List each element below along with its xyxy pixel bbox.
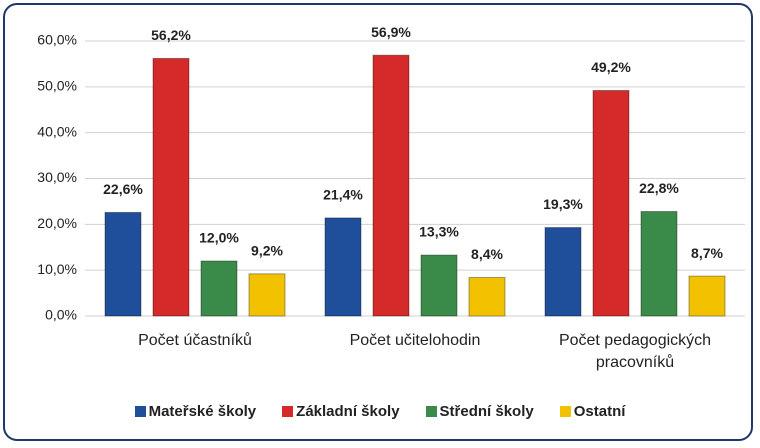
legend-item: Mateřské školy xyxy=(134,403,257,420)
bar xyxy=(200,260,238,317)
legend-label: Střední školy xyxy=(439,403,534,420)
bar xyxy=(592,90,630,317)
x-tick-label: Počet pedagogických pracovníků xyxy=(558,332,712,371)
bar xyxy=(104,211,142,317)
bar xyxy=(640,211,678,317)
x-tick-label: Počet účastníků xyxy=(138,332,252,349)
legend-label: Mateřské školy xyxy=(148,403,257,420)
bar xyxy=(372,54,410,317)
x-tick-label: Počet učitelohodin xyxy=(349,332,481,349)
chart-frame xyxy=(3,3,753,441)
bar xyxy=(688,275,726,317)
legend-item: Ostatní xyxy=(559,403,626,420)
bar xyxy=(248,273,286,317)
bar xyxy=(420,254,458,317)
legend-item: Střední školy xyxy=(425,403,534,420)
data-label: 8,7% xyxy=(691,245,723,261)
y-tick-label: 30,0% xyxy=(37,169,77,185)
y-tick-label: 10,0% xyxy=(37,261,77,277)
y-tick-label: 20,0% xyxy=(37,215,77,231)
data-label: 56,2% xyxy=(151,27,191,43)
data-label: 9,2% xyxy=(251,243,283,259)
y-tick-label: 40,0% xyxy=(37,123,77,139)
data-label: 56,9% xyxy=(371,24,411,40)
legend-item: Základní školy xyxy=(282,403,400,420)
legend-swatch xyxy=(282,406,294,417)
data-label: 19,3% xyxy=(543,196,583,212)
legend-label: Ostatní xyxy=(573,403,626,420)
bar xyxy=(468,277,506,317)
data-label: 13,3% xyxy=(419,224,459,240)
bar xyxy=(324,217,362,317)
data-label: 22,8% xyxy=(639,180,679,196)
bar xyxy=(152,57,190,317)
data-label: 49,2% xyxy=(591,59,631,75)
data-label: 21,4% xyxy=(323,187,363,203)
y-tick-label: 50,0% xyxy=(37,78,77,94)
legend: Mateřské školy Základní školy Střední škol… xyxy=(0,403,760,420)
y-tick-label: 0,0% xyxy=(45,307,77,323)
legend-swatch xyxy=(559,406,571,417)
data-label: 8,4% xyxy=(471,246,503,262)
legend-swatch xyxy=(425,406,437,417)
legend-swatch xyxy=(134,406,146,417)
legend-label: Základní školy xyxy=(296,403,400,420)
data-label: 12,0% xyxy=(199,230,239,246)
data-label: 22,6% xyxy=(103,181,143,197)
y-tick-label: 60,0% xyxy=(37,32,77,48)
bar xyxy=(544,227,582,317)
